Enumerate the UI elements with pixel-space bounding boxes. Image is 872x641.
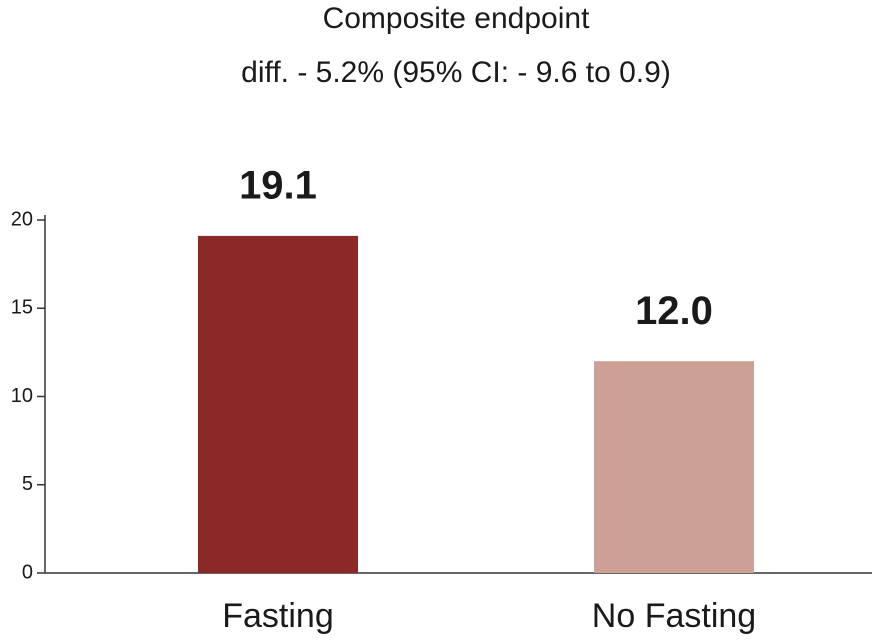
bar (198, 235, 358, 573)
x-tick-label: Fasting (222, 597, 334, 635)
y-tick-label: 15 (11, 297, 33, 319)
value-label: 12.0 (635, 289, 713, 333)
y-tick-label: 10 (11, 385, 33, 407)
chart-subtitle: diff. - 5.2% (95% CI: - 9.6 to 0.9) (241, 56, 671, 89)
value-label: 19.1 (239, 163, 317, 207)
y-tick-label: 0 (22, 561, 33, 583)
y-tick-label: 20 (11, 208, 33, 230)
bar (594, 361, 754, 573)
y-tick-label: 5 (22, 473, 33, 495)
x-tick-label: No Fasting (592, 597, 756, 635)
chart-title: Composite endpoint (323, 2, 591, 35)
